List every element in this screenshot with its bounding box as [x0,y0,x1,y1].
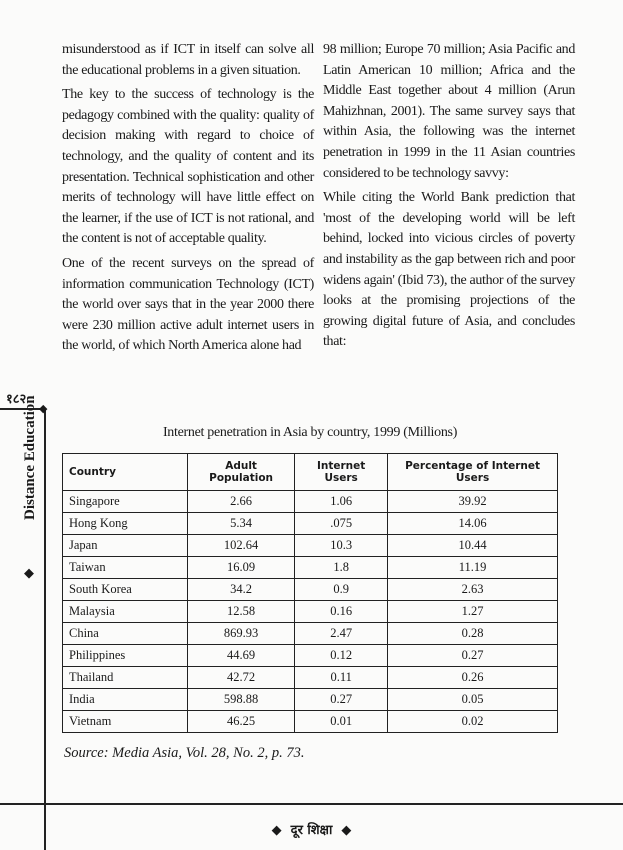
footer-rule [0,803,623,805]
value-cell: 0.9 [294,578,389,601]
country-cell: South Korea [62,578,188,601]
country-cell: Singapore [62,490,188,513]
left-column: misunderstood as if ICT in itself can so… [62,40,314,361]
table-row: Hong Kong 5.34.075 14.06 [62,512,558,535]
margin-rule-vertical [44,408,46,850]
value-cell: 10.3 [294,534,389,557]
data-table: Country Adult Population Internet Users … [62,453,558,733]
value-cell: 0.02 [387,710,558,733]
diamond-icon: ◆ [24,565,34,580]
table-row: China 869.93 2.47 0.28 [62,622,558,645]
paragraph: misunderstood as if ICT in itself can so… [62,42,314,78]
value-cell: 598.88 [186,688,296,711]
value-cell: 10.44 [387,534,558,557]
paragraph: One of the recent surveys on the spread … [62,255,314,354]
table-caption: Internet penetration in Asia by country,… [162,425,458,440]
country-cell: Japan [62,534,188,557]
value-cell: 0.26 [387,666,558,689]
value-cell: 34.2 [186,578,296,601]
column-header: Country [62,453,188,491]
value-cell: 2.63 [387,578,558,601]
side-label: Distance Education [22,395,38,520]
value-cell: 0.16 [294,600,389,623]
value-cell: 12.58 [186,600,296,623]
value-cell: 39.92 [387,490,558,513]
country-cell: Hong Kong [62,512,188,535]
country-cell: Vietnam [62,710,188,733]
value-cell: 44.69 [186,644,296,667]
table-row: Japan 102.64 10.3 10.44 [62,534,558,557]
value-cell: 2.66 [186,490,296,513]
table-source: Source: Media Asia, Vol. 28, No. 2, p. 7… [64,745,305,761]
country-cell: Taiwan [62,556,188,579]
footer-title: दूर शिक्षा [290,823,333,838]
value-cell: 0.27 [387,644,558,667]
column-header: Adult Population [186,453,296,491]
country-cell: Philippines [62,644,188,667]
country-cell: Malaysia [62,600,188,623]
value-cell: 869.93 [186,622,296,645]
value-cell: 0.27 [294,688,389,711]
value-cell: 46.25 [186,710,296,733]
value-cell: 102.64 [186,534,296,557]
table-row: Malaysia 12.58 0.16 1.27 [62,600,558,623]
footer: ◆ दूर शिक्षा ◆ [0,820,623,838]
value-cell: 42.72 [186,666,296,689]
value-cell: 1.27 [387,600,558,623]
country-cell: Thailand [62,666,188,689]
value-cell: .075 [294,512,389,535]
table-row: Singapore 2.66 1.06 39.92 [62,490,558,513]
value-cell: 2.47 [294,622,389,645]
value-cell: 16.09 [186,556,296,579]
page-number: १८२ [6,391,27,406]
margin-rule-horizontal [0,408,45,410]
paragraph: 98 million; Europe 70 million; Asia Paci… [323,42,575,181]
right-column: 98 million; Europe 70 million; Asia Paci… [323,40,575,357]
paragraph: The key to the success of technology is … [62,87,314,247]
diamond-icon: ◆ [271,823,282,838]
column-header: Internet Users [294,453,389,491]
country-cell: India [62,688,188,711]
value-cell: 1.06 [294,490,389,513]
value-cell: 0.28 [387,622,558,645]
value-cell: 5.34 [186,512,296,535]
value-cell: 14.06 [387,512,558,535]
table-row: Thailand 42.72 0.11 0.26 [62,666,558,689]
table-row: Taiwan 16.09 1.8 11.19 [62,556,558,579]
table-row: South Korea 34.2 0.9 2.63 [62,578,558,601]
table-row: India 598.88 0.27 0.05 [62,688,558,711]
table-row: Philippines 44.69 0.12 0.27 [62,644,558,667]
value-cell: 0.01 [294,710,389,733]
column-header: Percentage of Internet Users [387,453,558,491]
diamond-icon: ◆ [341,823,352,838]
value-cell: 0.05 [387,688,558,711]
value-cell: 1.8 [294,556,389,579]
value-cell: 0.12 [294,644,389,667]
diamond-icon: ◆ [39,403,48,415]
country-cell: China [62,622,188,645]
paragraph: While citing the World Bank prediction t… [323,190,575,350]
value-cell: 11.19 [387,556,558,579]
value-cell: 0.11 [294,666,389,689]
table-row: Vietnam 46.25 0.01 0.02 [62,710,558,733]
table-header-row: Country Adult Population Internet Users … [62,453,558,491]
